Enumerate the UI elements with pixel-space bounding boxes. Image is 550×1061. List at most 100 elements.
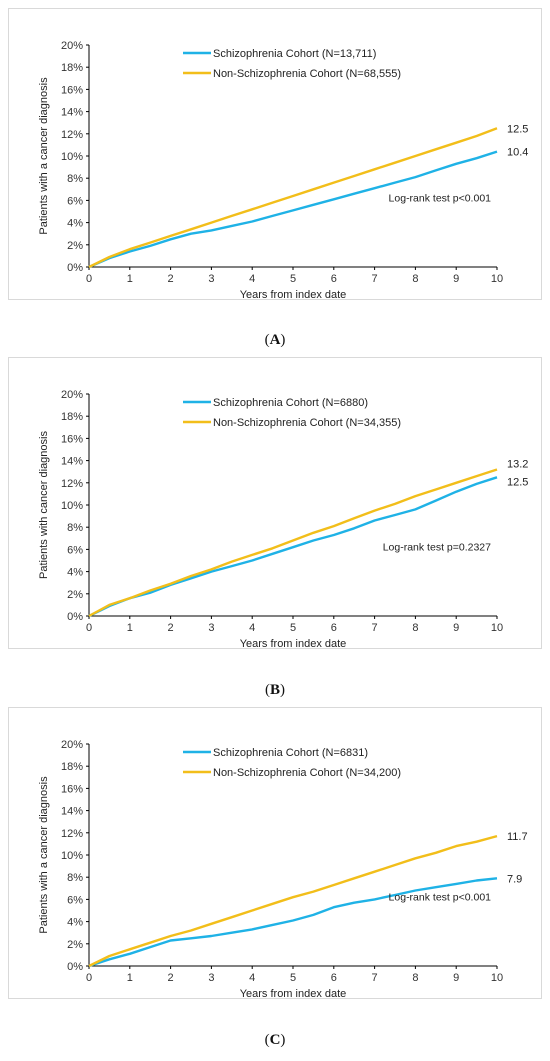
x-tick-label: 4 [249,273,255,285]
y-tick-label: 6% [67,894,83,906]
caption-b-close: ) [280,682,285,698]
y-tick-label: 16% [61,433,83,445]
y-tick-label: 0% [67,262,83,274]
caption-c: (C) [0,1032,550,1049]
y-tick-label: 4% [67,567,83,579]
y-tick-label: 4% [67,917,83,929]
caption-b-open: ( [264,682,270,698]
x-tick-label: 10 [491,972,503,984]
x-tick-label: 3 [208,622,214,634]
log-rank-annotation: Log-rank test p<0.001 [389,193,492,205]
x-tick-label: 5 [290,622,296,634]
end-value-label: 13.2 [507,458,528,470]
y-tick-label: 4% [67,218,83,230]
y-tick-label: 12% [61,129,83,141]
x-axis-label: Years from index date [240,638,347,648]
caption-c-open: ( [264,1032,270,1048]
caption-a: (A) [0,332,550,349]
caption-b: (B) [0,682,550,699]
x-tick-label: 3 [208,972,214,984]
chart-svg-b: 0% 2% 4% 6% 8% 10% 12% 14% 16% 18% 20% 0 1 2 3 4 5 6 7 8 9 10… [38,389,528,648]
y-tick-label: 20% [61,739,83,751]
y-tick-label: 18% [61,411,83,423]
y-tick-label: 2% [67,939,83,951]
x-tick-label: 1 [127,972,133,984]
y-tick-label: 0% [67,611,83,623]
x-tick-label: 7 [372,273,378,285]
y-tick-label: 6% [67,544,83,556]
y-tick-label: 6% [67,195,83,207]
legend-label: Non-Schizophrenia Cohort (N=34,355) [213,417,401,429]
caption-c-label: C [269,1032,281,1048]
caption-b-label: B [269,682,280,698]
log-rank-annotation: Log-rank test p<0.001 [389,892,492,904]
series-line-non-schizophrenia [88,127,498,269]
y-tick-label: 2% [67,589,83,601]
x-tick-label: 5 [290,273,296,285]
caption-a-open: ( [264,332,270,348]
x-tick-label: 3 [208,273,214,285]
caption-a-close: ) [280,332,286,348]
y-tick-label: 14% [61,107,83,119]
series-line-non-schizophrenia [88,468,498,618]
x-tick-label: 1 [127,622,133,634]
end-value-label: 11.7 [507,831,528,843]
series-line-schizophrenia [88,150,498,269]
y-tick-label: 8% [67,173,83,185]
legend-label: Non-Schizophrenia Cohort (N=34,200) [213,767,401,779]
x-tick-label: 2 [168,622,174,634]
y-tick-label: 16% [61,84,83,96]
y-tick-label: 18% [61,761,83,773]
y-tick-label: 20% [61,40,83,52]
chart-panel-a: 0% 2% 4% 6% 8% 10% 12% 14% 16% 18% 20% 0 1 2 3 4 5 6 7 8 9 10… [8,8,542,300]
y-tick-label: 0% [67,961,83,973]
chart-panel-c: 0% 2% 4% 6% 8% 10% 12% 14% 16% 18% 20% 0 1 2 3 4 5 6 7 8 9 10… [8,707,542,999]
y-tick-label: 10% [61,151,83,163]
y-axis-label: Patients with a cancer diagnosis [38,776,50,934]
x-tick-label: 7 [372,622,378,634]
x-tick-label: 7 [372,972,378,984]
y-tick-label: 14% [61,806,83,818]
legend-label: Schizophrenia Cohort (N=6831) [213,747,368,759]
x-axis-label: Years from index date [240,289,347,299]
x-tick-label: 5 [290,972,296,984]
chart-panel-b: 0% 2% 4% 6% 8% 10% 12% 14% 16% 18% 20% 0 1 2 3 4 5 6 7 8 9 10… [8,357,542,649]
y-tick-label: 2% [67,240,83,252]
x-tick-label: 0 [86,972,92,984]
x-tick-label: 4 [249,622,255,634]
y-tick-label: 20% [61,389,83,401]
chart-svg-a: 0% 2% 4% 6% 8% 10% 12% 14% 16% 18% 20% 0 1 2 3 4 5 6 7 8 9 10… [38,40,528,299]
x-tick-label: 8 [412,622,418,634]
x-tick-label: 9 [453,972,459,984]
x-tick-label: 6 [331,273,337,285]
legend-label: Schizophrenia Cohort (N=6880) [213,397,368,409]
y-tick-label: 16% [61,783,83,795]
x-tick-label: 1 [127,273,133,285]
y-tick-label: 12% [61,478,83,490]
legend-label: Non-Schizophrenia Cohort (N=68,555) [213,68,401,80]
log-rank-annotation: Log-rank test p=0.2327 [383,542,491,554]
x-tick-label: 0 [86,273,92,285]
x-tick-label: 10 [491,622,503,634]
x-tick-label: 0 [86,622,92,634]
end-value-label: 12.5 [507,476,528,488]
y-tick-label: 14% [61,456,83,468]
series-line-schizophrenia [88,476,498,618]
x-tick-label: 9 [453,273,459,285]
x-tick-label: 10 [491,273,503,285]
y-tick-label: 10% [61,500,83,512]
x-tick-label: 8 [412,273,418,285]
caption-c-close: ) [280,1032,286,1048]
y-tick-label: 10% [61,850,83,862]
x-tick-label: 2 [168,972,174,984]
x-tick-label: 6 [331,972,337,984]
y-axis-label: Patients with a cancer diagnosis [38,77,50,235]
x-tick-label: 9 [453,622,459,634]
y-tick-label: 12% [61,828,83,840]
y-tick-label: 8% [67,522,83,534]
x-tick-label: 2 [168,273,174,285]
x-tick-label: 6 [331,622,337,634]
end-value-label: 7.9 [507,873,522,885]
x-tick-label: 8 [412,972,418,984]
y-tick-label: 18% [61,62,83,74]
